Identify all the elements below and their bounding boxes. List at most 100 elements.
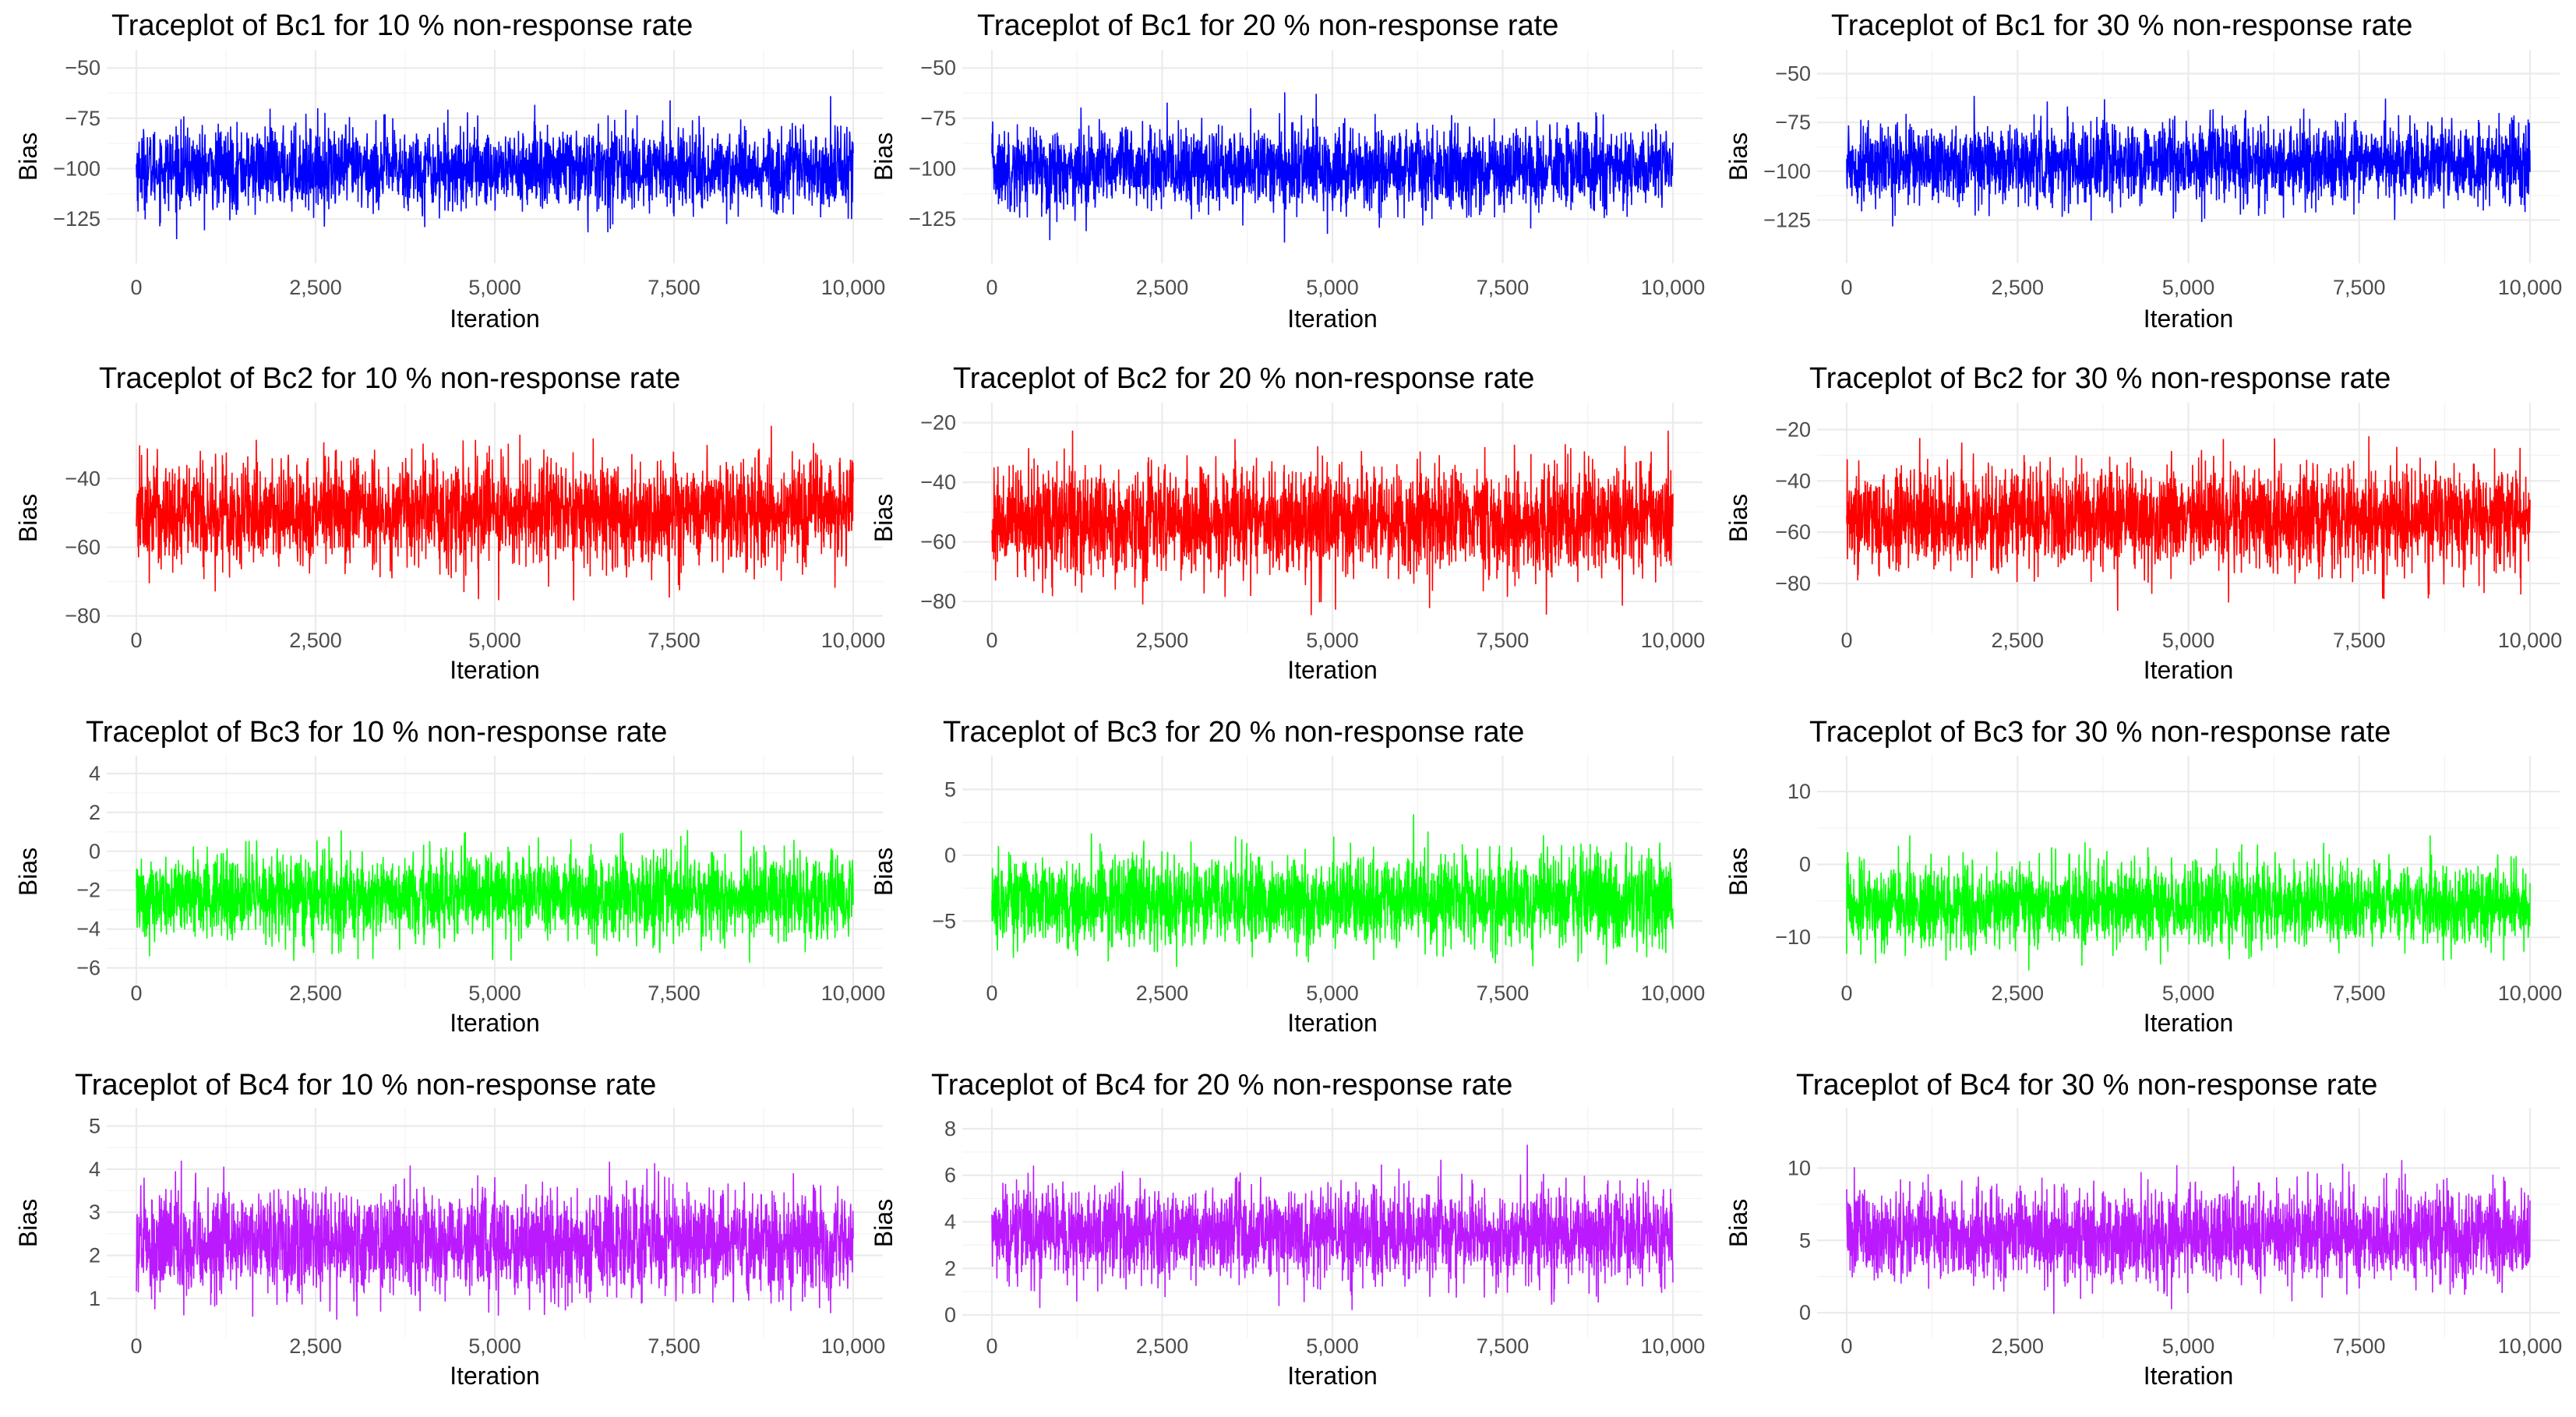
y-tick-label: −20 xyxy=(1775,418,1811,441)
x-tick-label: 0 xyxy=(130,629,142,652)
x-tick-label: 10,000 xyxy=(821,1334,886,1358)
x-axis-label: Iteration xyxy=(1287,656,1378,684)
y-tick-label: −20 xyxy=(920,411,956,435)
y-tick-label: −80 xyxy=(1775,572,1811,595)
x-tick-label: 2,500 xyxy=(1136,629,1189,652)
panel-title: Traceplot of Bc3 for 20 % non-response r… xyxy=(943,716,1524,749)
x-tick-label: 10,000 xyxy=(821,982,886,1005)
x-tick-label: 0 xyxy=(130,1334,142,1358)
y-tick-label: −4 xyxy=(76,918,101,941)
traceplot-panel: 0 2,500 5,000 7,500 10,000 5 4 3 2 1 Traceplot of … xyxy=(14,1069,885,1390)
x-axis-label: Iteration xyxy=(450,1009,540,1037)
x-tick-label: 10,000 xyxy=(821,629,886,652)
y-tick-label: 10 xyxy=(1787,1156,1811,1179)
traceplot-panel: 0 2,500 5,000 7,500 10,000 10 0 −10 Traceplot of… xyxy=(1724,716,2562,1037)
x-tick-label: 2,500 xyxy=(1991,982,2044,1005)
x-tick-label: 5,000 xyxy=(468,982,521,1005)
y-axis-label: Bias xyxy=(1724,132,1752,181)
traceplot-panel: 0 2,500 5,000 7,500 10,000 4 2 0 −2 −4 −6 Traceplot… xyxy=(14,716,885,1037)
y-tick-label: −80 xyxy=(920,590,956,613)
x-axis-label: Iteration xyxy=(2144,305,2234,333)
y-tick-label: 0 xyxy=(89,840,101,863)
trace-line-bc2 xyxy=(1846,435,2531,612)
x-tick-label: 7,500 xyxy=(648,629,700,652)
y-axis-label: Bias xyxy=(870,848,898,896)
x-tick-label: 2,500 xyxy=(1991,276,2044,299)
x-tick-label: 10,000 xyxy=(1641,629,1706,652)
trace-line-bc3 xyxy=(136,830,854,963)
y-axis-label: Bias xyxy=(1724,1199,1752,1247)
x-tick-label: 2,500 xyxy=(289,982,342,1005)
x-tick-label: 7,500 xyxy=(1477,982,1530,1005)
x-tick-label: 7,500 xyxy=(648,1334,700,1358)
x-axis-label: Iteration xyxy=(450,656,540,684)
y-axis-label: Bias xyxy=(870,494,898,542)
x-tick-label: 2,500 xyxy=(1991,629,2044,652)
x-tick-label: 2,500 xyxy=(1991,1334,2044,1358)
y-tick-label: −40 xyxy=(65,467,101,490)
x-tick-label: 7,500 xyxy=(2333,276,2386,299)
y-tick-label: −75 xyxy=(65,107,101,130)
y-tick-label: 4 xyxy=(89,762,101,785)
trace-line-bc1 xyxy=(136,96,854,240)
panel-title: Traceplot of Bc1 for 30 % non-response r… xyxy=(1831,9,2412,42)
x-tick-label: 5,000 xyxy=(468,276,521,299)
x-tick-label: 7,500 xyxy=(648,276,700,299)
y-tick-label: −2 xyxy=(76,879,101,902)
y-tick-label: 4 xyxy=(89,1158,101,1181)
y-tick-label: 6 xyxy=(944,1164,956,1187)
traceplot-panel: 0 2,500 5,000 7,500 10,000 10 5 0 Traceplot of B… xyxy=(1724,1069,2562,1390)
trace-line-bc1 xyxy=(1846,95,2531,227)
y-tick-label: −40 xyxy=(920,471,956,494)
panel-title: Traceplot of Bc2 for 20 % non-response r… xyxy=(953,362,1534,395)
y-tick-label: 3 xyxy=(89,1200,101,1224)
x-tick-label: 0 xyxy=(1840,982,1852,1005)
panel-title: Traceplot of Bc4 for 30 % non-response r… xyxy=(1796,1069,2377,1102)
y-tick-label: −75 xyxy=(920,107,956,130)
x-tick-label: 0 xyxy=(1840,276,1852,299)
traceplot-panel: 0 2,500 5,000 7,500 10,000 −20 −40 −60 −80 Tracep… xyxy=(870,362,1705,684)
x-tick-label: 10,000 xyxy=(1641,276,1706,299)
x-tick-label: 7,500 xyxy=(2333,1334,2386,1358)
y-tick-label: −125 xyxy=(53,207,101,231)
y-axis-label: Bias xyxy=(870,132,898,181)
x-tick-label: 2,500 xyxy=(289,629,342,652)
y-tick-label: 5 xyxy=(89,1115,101,1138)
y-tick-label: −50 xyxy=(920,56,956,79)
trace-line-bc3 xyxy=(991,814,1674,968)
y-axis-label: Bias xyxy=(14,494,42,542)
panel-title: Traceplot of Bc2 for 10 % non-response r… xyxy=(99,362,680,395)
x-tick-label: 10,000 xyxy=(1641,1334,1706,1358)
y-tick-label: −6 xyxy=(76,957,101,980)
panel-title: Traceplot of Bc4 for 20 % non-response r… xyxy=(931,1069,1512,1102)
y-tick-label: −5 xyxy=(932,909,956,932)
y-axis-label: Bias xyxy=(1724,848,1752,896)
panel-title: Traceplot of Bc2 for 30 % non-response r… xyxy=(1809,362,2391,395)
x-tick-label: 7,500 xyxy=(1477,629,1530,652)
x-tick-label: 0 xyxy=(1840,629,1852,652)
traceplot-panel: 0 2,500 5,000 7,500 10,000 −50 −75 −100 −125 Trac… xyxy=(14,9,885,333)
x-tick-label: 5,000 xyxy=(468,1334,521,1358)
x-tick-label: 5,000 xyxy=(2162,1334,2215,1358)
y-tick-label: −40 xyxy=(1775,469,1811,492)
x-tick-label: 0 xyxy=(986,1334,997,1358)
y-tick-label: 0 xyxy=(944,844,956,867)
y-tick-label: 0 xyxy=(1799,853,1811,876)
y-tick-label: 10 xyxy=(1787,780,1811,803)
y-tick-label: 2 xyxy=(944,1257,956,1280)
y-tick-label: −50 xyxy=(1775,62,1811,86)
y-tick-label: −100 xyxy=(1763,160,1811,183)
y-tick-label: −60 xyxy=(920,530,956,554)
x-axis-label: Iteration xyxy=(2144,1009,2234,1037)
traceplot-panel: 0 2,500 5,000 7,500 10,000 8 6 4 2 0 Traceplot of … xyxy=(870,1069,1705,1390)
x-tick-label: 5,000 xyxy=(1306,629,1359,652)
y-tick-label: 5 xyxy=(944,777,956,801)
x-tick-label: 5,000 xyxy=(1306,1334,1359,1358)
traceplot-panel: 0 2,500 5,000 7,500 10,000 −50 −75 −100 −125 Trac… xyxy=(870,9,1705,333)
y-axis-label: Bias xyxy=(14,1199,42,1247)
y-tick-label: −10 xyxy=(1775,925,1811,949)
trace-line-bc1 xyxy=(991,92,1674,243)
x-tick-label: 10,000 xyxy=(2498,629,2563,652)
y-tick-label: −60 xyxy=(65,535,101,559)
